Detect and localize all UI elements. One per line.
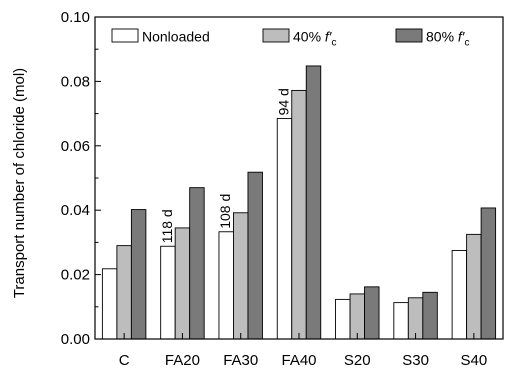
bar-fa30-nonloaded: [218, 231, 234, 340]
bar-s30-80-f-c: [422, 291, 438, 340]
bar-fa20-nonloaded: [160, 245, 176, 340]
bar-s20-80-f-c: [364, 286, 380, 340]
bar-s20-nonloaded: [335, 298, 351, 340]
y-tick-label: 0.08: [61, 73, 90, 90]
x-tick-label-s20: S20: [344, 352, 371, 369]
y-axis-label: Transport number of chloride (mol): [11, 68, 28, 298]
y-tick-label: 0.04: [61, 202, 90, 219]
bar-fa30-40-f-c: [233, 212, 249, 340]
ticks-layer: 0.00 0.02 0.04 0.06 0.08 0.10 C FA20 FA30 FA40 S20…: [61, 9, 487, 369]
bar-s40-80-f-c: [480, 207, 497, 340]
legend-swatch-80-f-c: [395, 28, 423, 43]
annotation-fa30: 108 d: [217, 194, 233, 229]
legend-swatch-nonloaded: [111, 28, 139, 43]
legend-label-40-f-c: 40% f′c: [293, 29, 336, 49]
bar-s20-40-f-c: [349, 293, 365, 340]
annotation-fa40: 94 d: [276, 88, 292, 115]
x-tick-label-fa20: FA20: [165, 352, 200, 369]
bar-s40-nonloaded: [451, 249, 468, 340]
y-tick-label: 0.00: [61, 331, 90, 348]
bar-c-nonloaded: [101, 268, 118, 340]
x-tick-label-s40: S40: [461, 352, 488, 369]
bar-fa20-40-f-c: [174, 227, 191, 340]
bars-layer: [101, 65, 497, 340]
bar-s30-nonloaded: [393, 302, 409, 340]
bar-fa40-80-f-c: [305, 65, 322, 340]
bar-s30-40-f-c: [407, 297, 424, 340]
annotation-fa20: 118 d: [159, 209, 175, 243]
y-tick-label: 0.06: [61, 138, 90, 155]
bar-c-40-f-c: [116, 245, 132, 340]
x-tick-label-fa40: FA40: [281, 352, 316, 369]
bar-fa40-40-f-c: [291, 89, 307, 340]
legend-swatch-40-f-c: [262, 28, 290, 43]
bar-c-80-f-c: [130, 209, 147, 340]
y-tick-label: 0.02: [61, 267, 90, 284]
legend-label-80-f-c: 80% f′c: [426, 29, 469, 49]
x-tick-label-s30: S30: [402, 352, 429, 369]
x-tick-label-fa30: FA30: [223, 352, 258, 369]
legend-label-nonloaded: Nonloaded: [142, 29, 210, 45]
bar-fa30-80-f-c: [247, 171, 263, 340]
legend: Nonloaded 40% f′c 80% f′c: [111, 28, 469, 49]
bar-s40-40-f-c: [466, 233, 482, 340]
bar-fa20-80-f-c: [189, 187, 205, 340]
x-tick-label-c: C: [119, 352, 130, 369]
y-tick-label: 0.10: [61, 9, 90, 26]
annotations: 118 d 108 d 94 d: [159, 88, 292, 243]
bar-fa40-nonloaded: [276, 117, 293, 340]
